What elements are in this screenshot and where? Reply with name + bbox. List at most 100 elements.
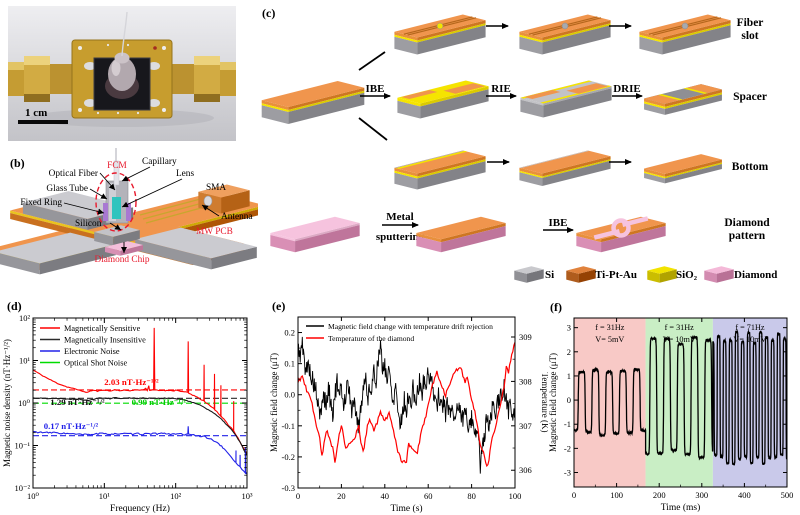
panel-e-label: (e) <box>272 299 286 313</box>
ytick-f: 1 <box>567 371 571 381</box>
curve-magnetically-sensitive <box>33 327 247 454</box>
lens <box>112 197 121 219</box>
panel-a-photo: 1 cm <box>8 6 236 141</box>
step-ibe-2: IBE <box>549 217 568 229</box>
chip-slot1 <box>394 14 486 55</box>
xtick-f: 400 <box>738 490 751 500</box>
ytick-e-left: -0.2 <box>282 452 295 462</box>
ytick-f: 0 <box>567 395 571 405</box>
chip-gold <box>261 81 365 124</box>
annotation-d-1: 1.29 nT·Hz⁻¹/² <box>50 397 105 407</box>
row-label-fiber-slot-0: Fiber <box>737 17 764 29</box>
annotation-d-2: 0.99 nT·Hz⁻¹/² <box>132 397 187 407</box>
panel-b-label-lens: Lens <box>176 169 194 179</box>
ytick-f: 2 <box>567 347 571 357</box>
legend-d-3: Optical Shot Noise <box>64 359 127 368</box>
sma-connector-left <box>8 56 72 102</box>
ytick-d: 10² <box>19 313 31 323</box>
region-label-1-0: f = 31Hz <box>665 323 695 332</box>
xtick-f: 100 <box>610 490 623 500</box>
ytick-f: -2 <box>564 443 571 453</box>
xtick-e: 20 <box>337 491 346 501</box>
xtick-d: 10³ <box>241 491 253 501</box>
chip-cavity <box>644 84 722 115</box>
fixed-ring-right <box>126 203 131 221</box>
panel-b-label-fixed-ring: Fixed Ring <box>20 198 62 208</box>
legend-label-3: Diamond <box>734 269 777 281</box>
annotation-d-0: 2.03 nT·Hz⁻¹/² <box>104 377 159 387</box>
ytick-e-right: 309 <box>519 332 532 342</box>
xlabel-d: Frequency (Hz) <box>110 503 170 514</box>
legend-cube-2 <box>647 266 677 283</box>
arrow-fixed-ring <box>63 202 105 215</box>
panel-b-label: (b) <box>10 156 25 170</box>
chip-slot2 <box>519 14 611 55</box>
ytick-e-left: 0.2 <box>284 328 295 338</box>
chip-etched <box>520 80 612 118</box>
legend-label-0: Si <box>545 269 554 281</box>
ylabel-e-right: Temperature (K) <box>540 372 548 432</box>
xtick-d: 10⁰ <box>27 491 40 501</box>
panel-b-label-silicon: Silicon <box>75 219 102 229</box>
legend-d-0: Magnetically Sensitive <box>64 324 141 333</box>
step-drie: DRIE <box>613 83 641 95</box>
ytick-d: 10¹ <box>19 356 31 366</box>
ytick-e-left: 0.1 <box>284 359 295 369</box>
chip-bottom1 <box>394 150 486 190</box>
legend-cube-0 <box>514 266 544 283</box>
xtick-d: 10¹ <box>99 491 111 501</box>
chip-bottom2 <box>519 150 611 187</box>
xtick-e: 40 <box>381 491 390 501</box>
row-label-bottom-0: Bottom <box>732 161 769 173</box>
row-label-diamond-pattern-0: Diamond <box>724 217 770 229</box>
xtick-f: 500 <box>781 490 794 500</box>
ytick-e-right: 308 <box>519 376 532 386</box>
silicon-slab-sw <box>0 232 116 275</box>
region-label-2-0: f = 71Hz <box>735 323 765 332</box>
legend-label-2: SiO₂ <box>676 269 698 281</box>
scale-bar <box>18 120 68 124</box>
panel-b-label-capillary: Capillary <box>142 157 177 167</box>
xtick-e: 0 <box>296 491 300 501</box>
curve-temperature <box>298 341 515 468</box>
legend-cube-1 <box>566 266 596 283</box>
xtick-f: 200 <box>653 490 666 500</box>
legend-d-2: Electronic Noise <box>64 347 120 356</box>
led-dot <box>153 46 157 50</box>
panel-b-label-optical-fiber: Optical Fiber <box>49 169 99 179</box>
chip-sio2 <box>397 80 489 119</box>
sma-connector-right <box>172 56 236 102</box>
xtick-f: 300 <box>695 490 708 500</box>
ylabel-d: Magnetic noise density (nT·Hz⁻¹/²) <box>2 339 12 467</box>
row-label-diamond-pattern-1: pattern <box>729 230 766 242</box>
xtick-e: 60 <box>424 491 433 501</box>
region-label-0-0: f = 31Hz <box>595 323 625 332</box>
scale-bar-label: 1 cm <box>25 107 47 119</box>
panel-b-label-sma: SMA <box>206 183 226 193</box>
chip-dia1 <box>270 216 360 253</box>
ytick-e-left: 0.0 <box>284 390 295 400</box>
curve-field-change <box>298 336 515 474</box>
legend-d-1: Magnetically Insensitive <box>64 336 146 345</box>
panel-c-label: (c) <box>262 6 276 20</box>
ytick-f: -1 <box>564 419 571 429</box>
panel-b-label-fcm: FCM <box>107 161 127 171</box>
curve-square-wave <box>573 328 788 466</box>
step-ibe-1: IBE <box>366 83 385 95</box>
xlabel-f: Time (ms) <box>661 502 701 513</box>
ytick-f: -3 <box>564 468 571 478</box>
panel-b-label-antenna: Antenna <box>221 212 253 222</box>
ytick-e-left: -0.1 <box>282 421 295 431</box>
xtick-f: 0 <box>572 490 576 500</box>
arrow-antenna <box>201 204 220 217</box>
ytick-d: 10⁰ <box>18 398 31 408</box>
ytick-e-right: 306 <box>519 465 532 475</box>
step-metal-2: sputtering <box>376 231 425 243</box>
row-label-fiber-slot-1: slot <box>741 30 758 42</box>
curve-magnetically-insensitive <box>33 396 247 456</box>
fixed-ring-left <box>103 203 108 221</box>
center-holder <box>94 225 140 246</box>
arrow-capillary <box>121 166 151 182</box>
legend-label-1: Ti-Pt-Au <box>595 269 637 281</box>
